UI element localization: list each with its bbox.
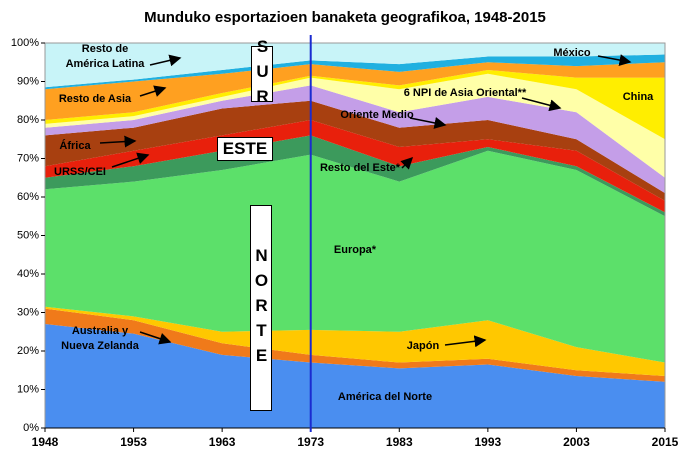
y-tick-label: 90%: [17, 75, 39, 87]
area: [45, 135, 665, 217]
annotation: Resto del Este*: [320, 162, 401, 174]
annotation-arrow: [400, 156, 414, 170]
chart-title: Munduko esportazioen banaketa geografiko…: [144, 9, 546, 26]
x-tick-label: 2015: [652, 435, 679, 449]
region-box: NORTE: [250, 205, 272, 411]
y-tick-label: 0%: [23, 422, 39, 434]
annotation: América del Norte: [338, 391, 432, 403]
area: [45, 62, 665, 120]
y-tick-label: 30%: [17, 306, 39, 318]
annotation: México: [553, 47, 591, 59]
area: [45, 324, 665, 428]
y-tick-label: 100%: [11, 37, 39, 49]
x-tick-label: 1948: [32, 435, 59, 449]
annotation: Nueva Zelanda: [61, 340, 140, 352]
y-tick-label: 50%: [17, 229, 39, 241]
area: [45, 43, 665, 88]
annotation-arrow: [99, 135, 137, 148]
region-box: SUR: [251, 36, 273, 112]
annotation: URSS/CEI: [54, 166, 106, 178]
annotation-arrow: [139, 85, 167, 97]
annotation: Europa*: [334, 244, 377, 256]
y-tick-label: 20%: [17, 345, 39, 357]
annotation: Oriente Medio: [340, 109, 414, 121]
annotation: Australia y: [72, 325, 129, 337]
area: [45, 150, 665, 363]
area: [45, 54, 665, 90]
y-tick-label: 10%: [17, 383, 39, 395]
annotation: Japón: [407, 340, 440, 352]
x-tick-label: 1983: [386, 435, 413, 449]
annotation-arrow: [111, 152, 150, 168]
area: [45, 100, 665, 201]
x-tick-label: 1953: [120, 435, 147, 449]
annotation: China: [623, 91, 654, 103]
region-box: ESTE: [217, 137, 273, 161]
annotation: América Latina: [66, 58, 146, 70]
annotation: 6 NPI de Asia Oriental**: [404, 87, 527, 99]
annotation-arrow: [149, 54, 182, 67]
area: [45, 308, 665, 382]
x-tick-label: 2003: [563, 435, 590, 449]
annotation: Resto de Asia: [59, 93, 132, 105]
annotation-arrow: [444, 335, 487, 348]
annotation: Resto de: [82, 43, 128, 55]
annotation: África: [59, 139, 91, 152]
area: [45, 85, 665, 194]
y-tick-label: 80%: [17, 114, 39, 126]
y-tick-label: 60%: [17, 191, 39, 203]
annotation-arrow: [597, 54, 632, 66]
annotation-arrow: [521, 97, 562, 112]
x-tick-label: 1973: [297, 435, 324, 449]
y-tick-label: 70%: [17, 152, 39, 164]
x-tick-label: 1993: [475, 435, 502, 449]
y-tick-label: 40%: [17, 268, 39, 280]
x-tick-label: 1963: [209, 435, 236, 449]
area: [45, 73, 665, 178]
area: [45, 306, 665, 377]
annotation-arrow: [409, 117, 447, 129]
annotation-arrow: [139, 331, 172, 345]
area: [45, 120, 665, 213]
